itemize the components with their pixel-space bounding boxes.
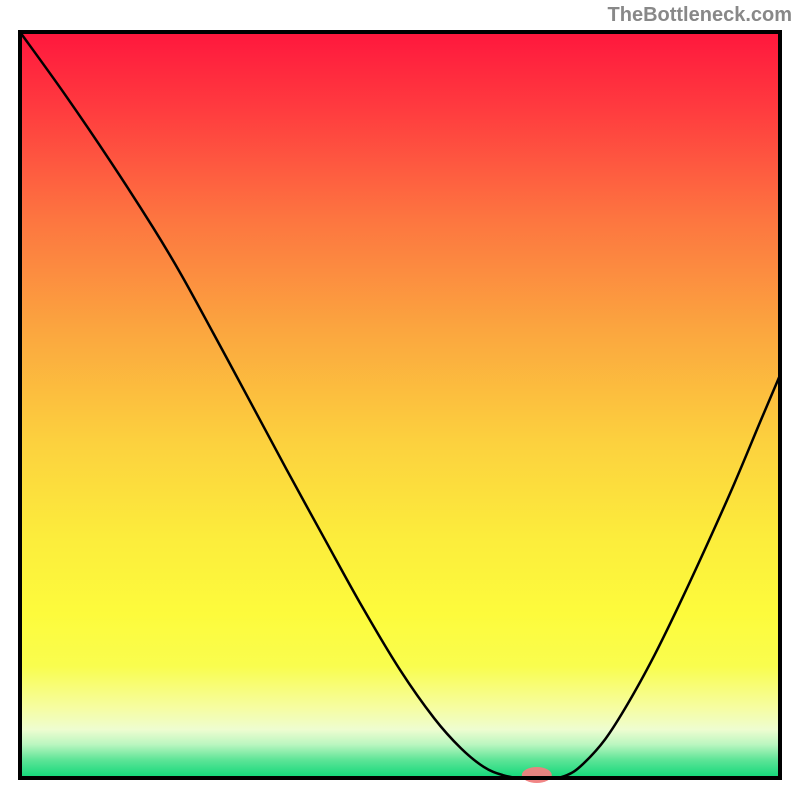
optimal-point-marker	[522, 767, 552, 783]
attribution-label: TheBottleneck.com	[608, 4, 792, 27]
gradient-background	[20, 32, 780, 778]
chart-canvas	[0, 0, 800, 800]
bottleneck-chart: TheBottleneck.com	[0, 0, 800, 800]
